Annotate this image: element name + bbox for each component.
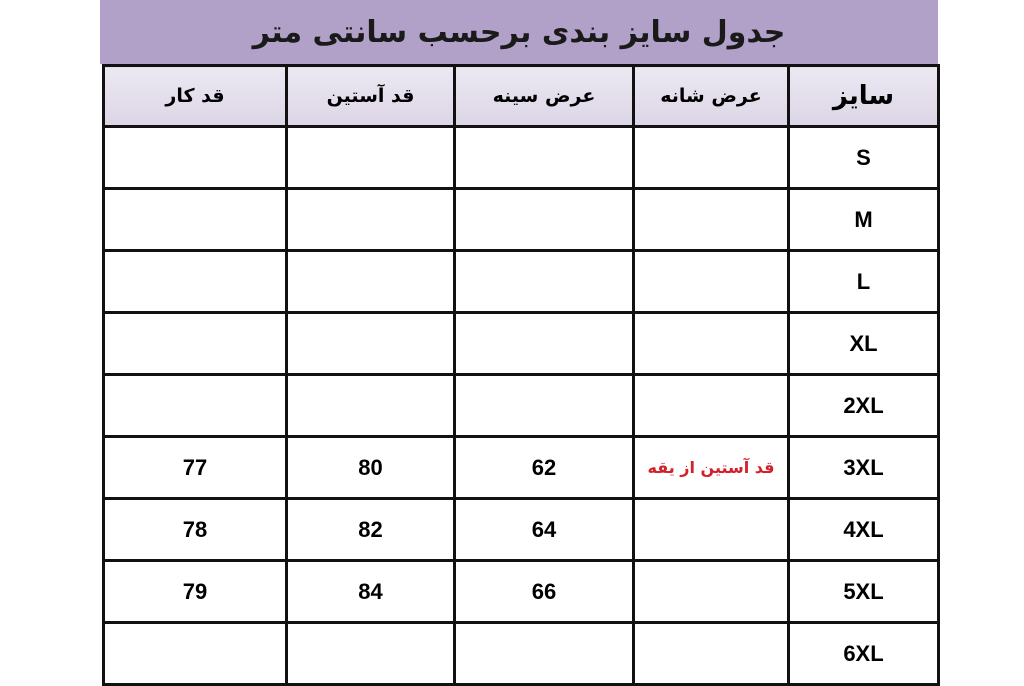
cell-size: M bbox=[787, 187, 940, 252]
header-row: قد کار قد آستین عرض سینه عرض شانه سایز bbox=[102, 64, 940, 128]
cell-chest: 66 bbox=[453, 559, 635, 624]
cell-length bbox=[102, 373, 288, 438]
cell-length bbox=[102, 125, 288, 190]
cell-shoulder bbox=[632, 621, 790, 686]
header-chest: عرض سینه bbox=[453, 64, 635, 128]
cell-size: 6XL bbox=[787, 621, 940, 686]
header-size: سایز bbox=[787, 64, 940, 128]
table-row: 79 84 66 5XL bbox=[102, 559, 940, 624]
cell-sleeve bbox=[285, 621, 456, 686]
cell-sleeve bbox=[285, 125, 456, 190]
header-length: قد کار bbox=[102, 64, 288, 128]
cell-chest bbox=[453, 187, 635, 252]
header-shoulder: عرض شانه bbox=[632, 64, 790, 128]
cell-length bbox=[102, 621, 288, 686]
table-row: 6XL bbox=[102, 621, 940, 686]
cell-length: 79 bbox=[102, 559, 288, 624]
cell-shoulder bbox=[632, 311, 790, 376]
cell-length: 78 bbox=[102, 497, 288, 562]
cell-shoulder bbox=[632, 559, 790, 624]
cell-size: 2XL bbox=[787, 373, 940, 438]
cell-shoulder bbox=[632, 497, 790, 562]
table-row: XL bbox=[102, 311, 940, 376]
cell-length bbox=[102, 249, 288, 314]
table-row: 78 82 64 4XL bbox=[102, 497, 940, 562]
cell-shoulder bbox=[632, 125, 790, 190]
cell-shoulder bbox=[632, 373, 790, 438]
table-row: 2XL bbox=[102, 373, 940, 438]
cell-size: S bbox=[787, 125, 940, 190]
cell-size: 3XL bbox=[787, 435, 940, 500]
cell-length: 77 bbox=[102, 435, 288, 500]
cell-shoulder bbox=[632, 249, 790, 314]
header-sleeve: قد آستین bbox=[285, 64, 456, 128]
cell-size: XL bbox=[787, 311, 940, 376]
cell-length bbox=[102, 187, 288, 252]
cell-chest bbox=[453, 311, 635, 376]
cell-chest bbox=[453, 373, 635, 438]
cell-sleeve bbox=[285, 373, 456, 438]
cell-sleeve bbox=[285, 311, 456, 376]
cell-chest: 64 bbox=[453, 497, 635, 562]
cell-chest bbox=[453, 621, 635, 686]
cell-sleeve: 80 bbox=[285, 435, 456, 500]
title-bar: جدول سایز بندی برحسب سانتی متر bbox=[100, 0, 938, 64]
cell-sleeve: 82 bbox=[285, 497, 456, 562]
cell-length bbox=[102, 311, 288, 376]
cell-size: L bbox=[787, 249, 940, 314]
cell-sleeve bbox=[285, 187, 456, 252]
table-row: L bbox=[102, 249, 940, 314]
size-table: قد کار قد آستین عرض سینه عرض شانه سایز S… bbox=[102, 64, 940, 686]
cell-sleeve: 84 bbox=[285, 559, 456, 624]
cell-sleeve bbox=[285, 249, 456, 314]
cell-chest bbox=[453, 125, 635, 190]
cell-shoulder: قد آستین از یقه bbox=[632, 435, 790, 500]
cell-chest: 62 bbox=[453, 435, 635, 500]
cell-size: 4XL bbox=[787, 497, 940, 562]
table-row: 77 80 62 قد آستین از یقه 3XL bbox=[102, 435, 940, 500]
table-row: M bbox=[102, 187, 940, 252]
cell-size: 5XL bbox=[787, 559, 940, 624]
table-row: S bbox=[102, 125, 940, 190]
page-title: جدول سایز بندی برحسب سانتی متر bbox=[252, 14, 786, 50]
cell-chest bbox=[453, 249, 635, 314]
cell-shoulder bbox=[632, 187, 790, 252]
